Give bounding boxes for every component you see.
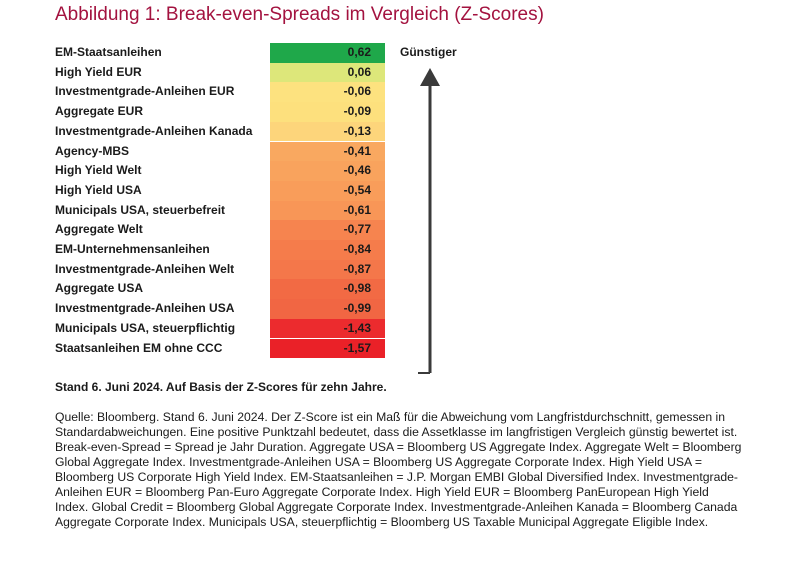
- footnote: Stand 6. Juni 2024. Auf Basis der Z-Scor…: [55, 380, 387, 394]
- value-cell: 0,62: [270, 43, 385, 63]
- value-cell: -1,57: [270, 338, 385, 359]
- category-label: Aggregate Welt: [55, 222, 143, 237]
- category-label: Agency-MBS: [55, 143, 130, 158]
- category-label: EM-Unternehmensanleihen: [55, 242, 210, 256]
- value-cell: -0,77: [270, 220, 385, 240]
- category-label: Investmentgrade-Anleihen Welt: [55, 261, 235, 276]
- value-cell: -0,84: [270, 240, 385, 260]
- value-cell: -0,87: [270, 259, 385, 280]
- value-cell: 0,06: [270, 62, 385, 83]
- chart-title: Abbildung 1: Break-even-Spreads im Vergl…: [55, 4, 544, 25]
- category-label: High Yield Welt: [55, 163, 142, 178]
- category-label: Investmentgrade-Anleihen Kanada: [55, 123, 253, 138]
- category-label: High Yield USA: [55, 182, 142, 197]
- value-cell: -0,99: [270, 299, 385, 319]
- category-label: Municipals USA, steuerbefreit: [55, 202, 226, 217]
- category-label: Staatsanleihen EM ohne CCC: [55, 340, 223, 355]
- arrow-label: Günstiger: [400, 45, 457, 59]
- value-cell: -0,54: [270, 180, 385, 201]
- value-cell: -0,13: [270, 121, 385, 142]
- category-label: Investmentgrade-Anleihen USA: [55, 301, 235, 316]
- category-label: High Yield EUR: [55, 64, 142, 79]
- value-cell: -1,43: [270, 318, 385, 339]
- value-cell: -0,06: [270, 82, 385, 103]
- category-label: Municipals USA, steuerpflichtig: [55, 320, 236, 335]
- value-cell: -0,09: [270, 102, 385, 122]
- category-label: Aggregate EUR: [55, 104, 144, 119]
- cheaper-arrow-icon: [418, 68, 440, 374]
- category-label: Aggregate USA: [55, 281, 144, 296]
- value-cell: -0,98: [270, 279, 385, 300]
- value-cell: -0,46: [270, 161, 385, 181]
- category-label: EM-Staatsanleihen: [55, 45, 162, 59]
- source-text: Quelle: Bloomberg. Stand 6. Juni 2024. D…: [55, 410, 742, 529]
- category-label: Investmentgrade-Anleihen EUR: [55, 84, 235, 99]
- value-cell: -0,41: [270, 141, 385, 162]
- value-cell: -0,61: [270, 200, 385, 221]
